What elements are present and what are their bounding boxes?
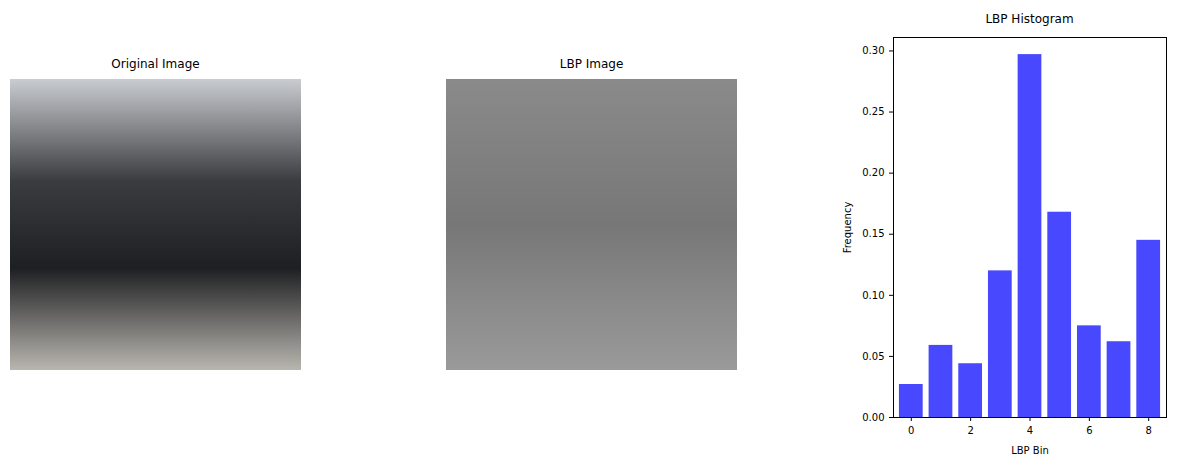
svg-text:0.05: 0.05 xyxy=(862,351,884,362)
html-text:Original Image: Original Image xyxy=(111,57,200,71)
svg-text:0.20: 0.20 xyxy=(862,167,884,178)
svg-text:4: 4 xyxy=(1027,425,1033,436)
svg-text:0.30: 0.30 xyxy=(862,45,884,56)
svg-text:Frequency: Frequency xyxy=(842,202,853,254)
svg-text:0.15: 0.15 xyxy=(862,228,884,239)
svg-text:0.10: 0.10 xyxy=(862,290,884,301)
html-text:LBP Histogram: LBP Histogram xyxy=(985,12,1074,26)
svg-text:6: 6 xyxy=(1086,425,1092,436)
svg-text:2: 2 xyxy=(967,425,973,436)
svg-text:0: 0 xyxy=(908,425,914,436)
svg-text:0.25: 0.25 xyxy=(862,106,884,117)
svg-text:LBP Bin: LBP Bin xyxy=(1011,445,1049,456)
svg-text:8: 8 xyxy=(1146,425,1152,436)
svg-text:0.00: 0.00 xyxy=(862,412,884,423)
html-text:LBP Image: LBP Image xyxy=(559,57,624,71)
